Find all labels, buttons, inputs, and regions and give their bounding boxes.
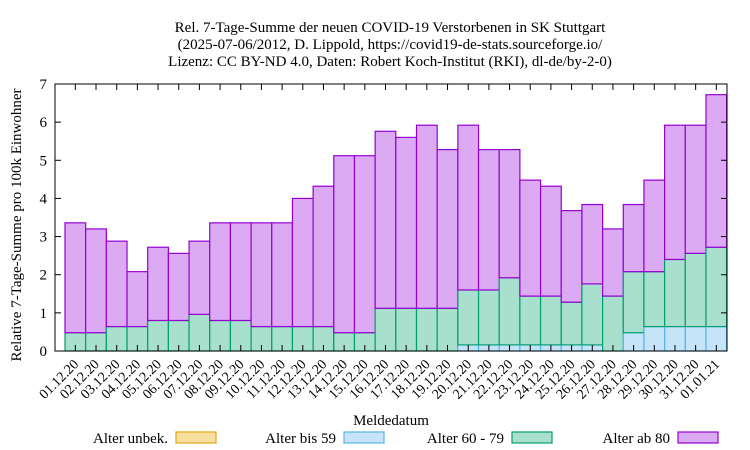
bar-alter-ab-80-17.12.20 bbox=[395, 136, 418, 309]
y-tick-label: 3 bbox=[40, 230, 48, 246]
bar-alter-60-79-20.12.20 bbox=[457, 289, 480, 346]
bar-alter-60-79-17.12.20 bbox=[395, 307, 418, 352]
legend: Alter unbek. Alter bis 59 Alter 60 - 79 Alt… bbox=[93, 431, 719, 447]
bar-alter-ab-80-13.12.20 bbox=[312, 185, 335, 328]
legend-label: Alter ab 80 bbox=[603, 431, 670, 447]
bar-alter-ab-80-10.12.20 bbox=[250, 222, 273, 328]
bar-alter-60-79-19.12.20 bbox=[436, 307, 459, 352]
bar-alter-ab-80-02.12.20 bbox=[85, 228, 107, 334]
y-tick-label: 1 bbox=[40, 306, 48, 322]
bar-alter-ab-80-11.12.20 bbox=[271, 222, 294, 328]
bar-alter-ab-80-26.12.20 bbox=[581, 203, 604, 285]
bar-alter-ab-80-15.12.20 bbox=[353, 155, 376, 334]
legend-swatch bbox=[343, 431, 385, 444]
y-tick-label: 5 bbox=[40, 153, 48, 169]
bars-layer bbox=[64, 94, 728, 352]
bar-alter-ab-80-24.12.20 bbox=[539, 185, 562, 297]
chart-title: Rel. 7-Tage-Summe der neuen COVID-19 Ver… bbox=[168, 20, 612, 70]
bar-alter-ab-80-03.12.20 bbox=[105, 240, 128, 328]
chart-title-line-1: Rel. 7-Tage-Summe der neuen COVID-19 Ver… bbox=[175, 20, 607, 36]
bar-alter-ab-80-23.12.20 bbox=[519, 179, 542, 297]
y-tick-label: 2 bbox=[40, 268, 48, 284]
bar-alter-ab-80-29.12.20 bbox=[643, 179, 666, 273]
bar-alter-ab-80-19.12.20 bbox=[436, 149, 459, 309]
bar-alter-60-79-25.12.20 bbox=[560, 301, 583, 346]
bar-alter-ab-80-01.12.20 bbox=[64, 222, 87, 334]
bar-alter-ab-80-22.12.20 bbox=[498, 149, 521, 279]
bar-alter-60-79-27.12.20 bbox=[601, 295, 624, 352]
y-tick-label: 0 bbox=[40, 344, 48, 360]
legend-swatch bbox=[175, 431, 217, 444]
bar-alter-60-79-23.12.20 bbox=[519, 295, 542, 346]
bar-alter-ab-80-30.12.20 bbox=[664, 124, 686, 261]
legend-swatch bbox=[677, 431, 719, 444]
bar-alter-ab-80-01.01.21 bbox=[705, 94, 728, 248]
bar-alter-ab-80-21.12.20 bbox=[477, 149, 500, 291]
bar-alter-60-79-30.12.20 bbox=[664, 258, 686, 328]
bar-alter-60-79-22.12.20 bbox=[498, 277, 521, 346]
bar-alter-ab-80-07.12.20 bbox=[188, 240, 211, 315]
bar-alter-60-79-21.12.20 bbox=[477, 289, 500, 346]
y-axis-label: Relative 7-Tage-Summe pro 100k Einwohner bbox=[9, 88, 25, 361]
bar-alter-60-79-16.12.20 bbox=[374, 307, 397, 352]
bar-alter-ab-80-25.12.20 bbox=[560, 210, 583, 303]
chart-title-line-3: Lizenz: CC BY-ND 4.0, Daten: Robert Koch… bbox=[168, 54, 612, 70]
legend-swatch bbox=[511, 431, 553, 444]
bar-alter-60-79-01.01.21 bbox=[705, 246, 728, 328]
bar-alter-ab-80-18.12.20 bbox=[415, 124, 438, 309]
bar-alter-ab-80-04.12.20 bbox=[126, 271, 149, 328]
legend-label: Alter unbek. bbox=[93, 431, 168, 447]
bar-alter-60-79-26.12.20 bbox=[581, 283, 604, 346]
bar-alter-ab-80-16.12.20 bbox=[374, 130, 397, 309]
bar-alter-ab-80-05.12.20 bbox=[147, 246, 169, 322]
bar-alter-ab-80-09.12.20 bbox=[229, 222, 252, 322]
bar-alter-60-79-18.12.20 bbox=[415, 307, 438, 352]
bar-alter-60-79-24.12.20 bbox=[539, 295, 562, 346]
bar-alter-ab-80-08.12.20 bbox=[209, 222, 232, 322]
chart-title-line-2: (2025-07-06/2012, D. Lippold, https://co… bbox=[178, 37, 603, 53]
y-tick-label: 6 bbox=[40, 115, 48, 131]
y-tick-label: 4 bbox=[40, 191, 48, 207]
bar-alter-ab-80-14.12.20 bbox=[333, 155, 356, 334]
y-tick-label: 7 bbox=[40, 77, 48, 93]
bar-alter-ab-80-28.12.20 bbox=[622, 203, 645, 273]
plot-frame bbox=[54, 83, 728, 352]
bar-alter-60-79-28.12.20 bbox=[622, 271, 645, 334]
bar-alter-60-79-31.12.20 bbox=[684, 252, 707, 328]
bar-alter-ab-80-31.12.20 bbox=[684, 124, 707, 254]
bar-alter-ab-80-06.12.20 bbox=[167, 252, 190, 322]
legend-label: Alter bis 59 bbox=[265, 431, 336, 447]
bar-alter-60-79-29.12.20 bbox=[643, 271, 666, 328]
legend-label: Alter 60 - 79 bbox=[427, 431, 504, 447]
x-axis-label: Meldedatum bbox=[353, 413, 429, 429]
bar-alter-ab-80-20.12.20 bbox=[457, 124, 480, 291]
bar-alter-ab-80-12.12.20 bbox=[291, 197, 314, 328]
bar-alter-ab-80-27.12.20 bbox=[601, 228, 624, 297]
